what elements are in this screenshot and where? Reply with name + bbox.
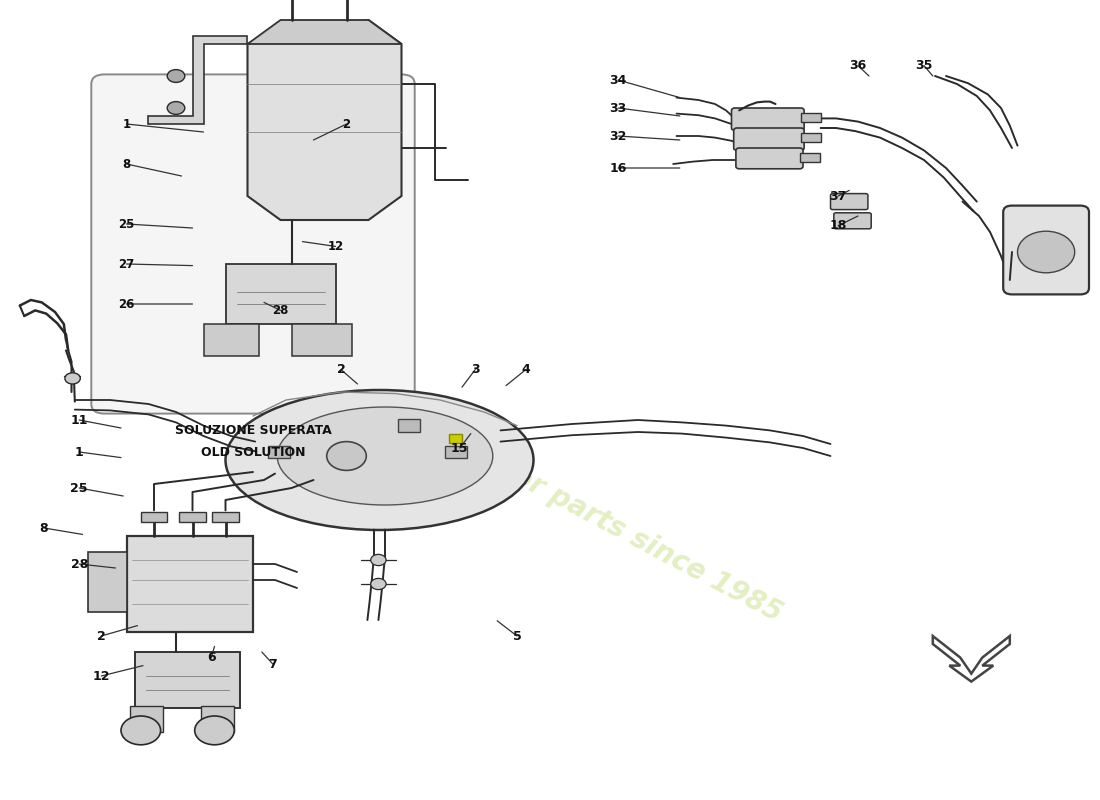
Text: 15: 15 [451,442,469,454]
Bar [88,552,126,612]
Text: 6: 6 [207,651,216,664]
Text: 8: 8 [122,158,131,170]
Text: SOLUZIONE SUPERATA: SOLUZIONE SUPERATA [175,424,331,437]
Text: 32: 32 [609,130,627,142]
Text: 18: 18 [829,219,847,232]
Text: 7: 7 [268,658,277,670]
Polygon shape [292,324,352,356]
Polygon shape [933,636,1010,682]
Circle shape [327,442,366,470]
Text: 25: 25 [70,482,88,494]
FancyBboxPatch shape [834,213,871,229]
Text: 16: 16 [609,162,627,174]
Text: 5: 5 [513,630,521,642]
Circle shape [121,716,161,745]
Text: 4: 4 [521,363,530,376]
Text: 12: 12 [328,240,343,253]
Bar [268,446,290,458]
Polygon shape [248,20,402,220]
Text: 34: 34 [609,74,627,86]
FancyBboxPatch shape [830,194,868,210]
Text: 28: 28 [70,558,88,570]
Bar [446,446,468,458]
Bar [449,434,462,443]
FancyBboxPatch shape [734,128,804,150]
Circle shape [167,102,185,114]
FancyBboxPatch shape [732,108,804,130]
Text: 8: 8 [40,522,48,534]
Text: 11: 11 [70,414,88,426]
Text: 1: 1 [75,446,84,458]
FancyBboxPatch shape [736,148,803,169]
Text: 2: 2 [337,363,345,376]
FancyBboxPatch shape [91,74,415,414]
Bar [141,512,167,522]
Polygon shape [248,20,402,44]
FancyBboxPatch shape [1003,206,1089,294]
Text: 35: 35 [915,59,933,72]
Text: 12: 12 [92,670,110,682]
Text: 28: 28 [273,304,288,317]
Text: a passion for parts since 1985: a passion for parts since 1985 [358,381,786,627]
Bar [179,512,206,522]
Circle shape [195,716,234,745]
Bar [201,706,234,732]
Circle shape [371,578,386,590]
Text: 36: 36 [849,59,867,72]
Circle shape [371,554,386,566]
Bar [398,419,420,432]
Text: 33: 33 [609,102,627,114]
Ellipse shape [226,390,534,530]
Bar [226,264,336,324]
Bar [135,652,240,708]
Text: OLD SOLUTION: OLD SOLUTION [200,446,306,458]
Bar [130,706,163,732]
Text: 27: 27 [119,258,134,270]
Circle shape [167,70,185,82]
Bar [126,536,253,632]
Ellipse shape [277,407,493,505]
Bar [212,512,239,522]
Text: 2: 2 [97,630,106,642]
Circle shape [65,373,80,384]
Text: 37: 37 [829,190,847,202]
Bar [800,153,820,162]
Polygon shape [204,324,258,356]
Text: 3: 3 [471,363,480,376]
Text: 25: 25 [119,218,134,230]
Bar [801,133,821,142]
Text: 1: 1 [122,118,131,130]
Text: 26: 26 [119,298,134,310]
Bar [801,113,821,122]
Text: 2: 2 [342,118,351,130]
Polygon shape [148,36,248,124]
Circle shape [1018,231,1075,273]
